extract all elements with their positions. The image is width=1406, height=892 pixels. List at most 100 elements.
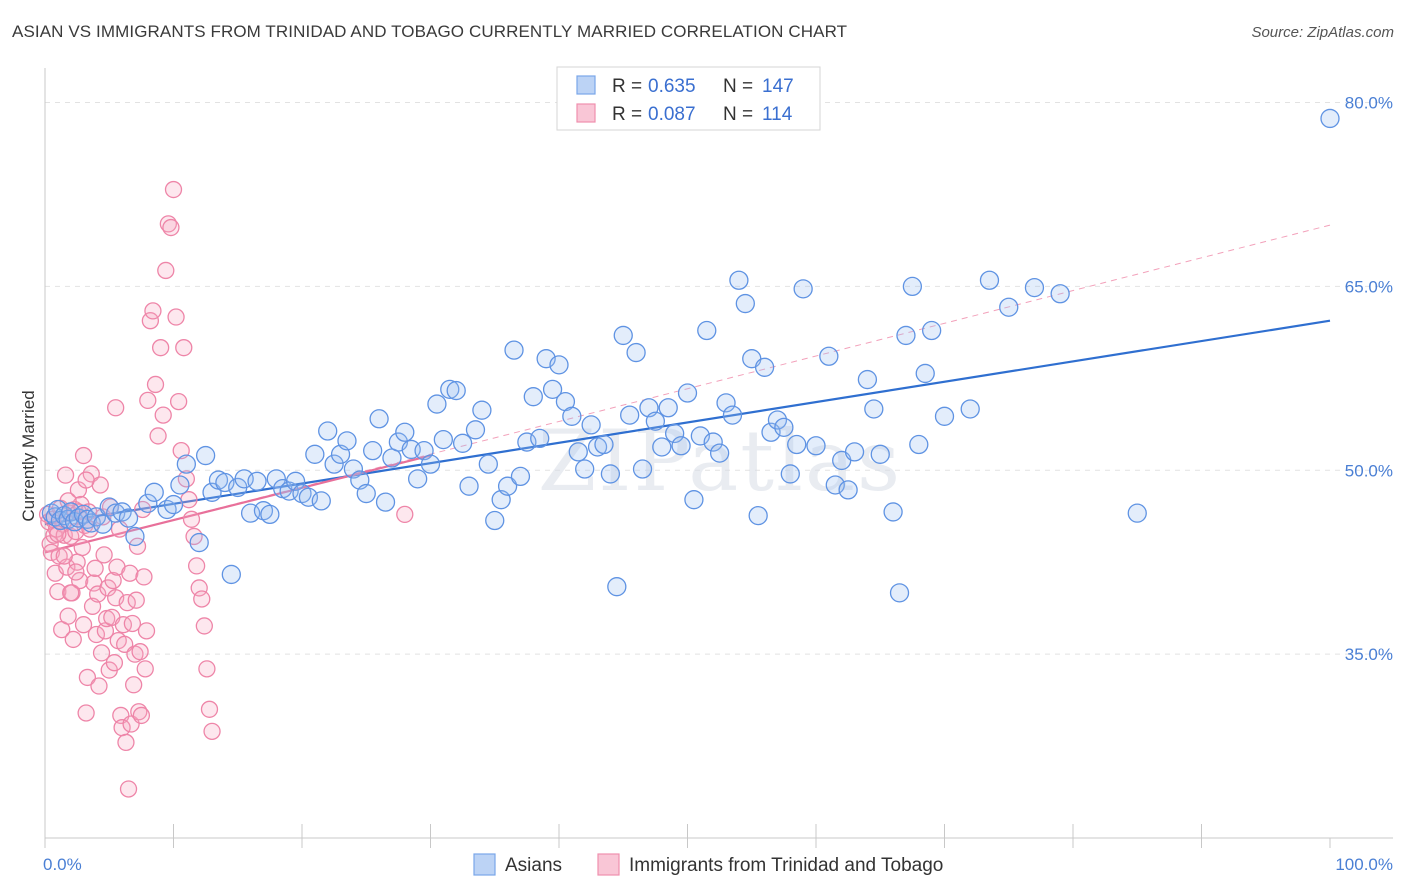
trinidad-point-89 xyxy=(167,308,185,326)
asian-point-26 xyxy=(195,445,216,466)
trinidad-point-79 xyxy=(141,312,160,330)
asian-point-24 xyxy=(176,454,197,474)
asian-point-124 xyxy=(838,480,858,500)
trinidad-point-102 xyxy=(200,700,219,718)
trinidad-point-100 xyxy=(195,617,213,635)
x-tick-label-1: 100.0% xyxy=(1335,855,1393,874)
trinidad-point-88 xyxy=(164,180,183,199)
trinidad-point-15 xyxy=(58,558,76,576)
trinidad-point-108 xyxy=(67,563,85,581)
asian-point-91 xyxy=(613,325,633,346)
asian-point-67 xyxy=(459,476,479,496)
legend-n-value-2: 114 xyxy=(762,104,793,125)
asian-point-27 xyxy=(202,482,222,502)
asian-point-107 xyxy=(716,393,736,413)
asian-point-37 xyxy=(266,469,286,489)
x-tick-label-0: 0.0% xyxy=(43,855,82,874)
trinidad-point-27 xyxy=(73,538,91,557)
asian-point-118 xyxy=(787,434,807,455)
asian-point-142 xyxy=(1127,503,1147,523)
trinidad-point-72 xyxy=(131,643,149,661)
trinidad-point-90 xyxy=(169,392,188,411)
asian-point-97 xyxy=(652,437,672,457)
legend-r-label-2: R = xyxy=(612,104,642,125)
asian-point-99 xyxy=(665,423,685,444)
trinidad-point-67 xyxy=(125,676,143,694)
asian-point-108 xyxy=(722,405,743,425)
trinidad-point-25 xyxy=(71,571,89,590)
asian-point-139 xyxy=(999,297,1019,317)
asian-point-137 xyxy=(960,399,980,419)
asian-point-105 xyxy=(703,432,723,452)
asian-point-78 xyxy=(530,428,550,449)
asian-point-46 xyxy=(324,454,344,474)
asian-point-63 xyxy=(433,429,454,450)
asian-bottom-swatch xyxy=(473,853,496,876)
asian-point-25 xyxy=(189,532,209,553)
asian-point-34 xyxy=(247,471,267,491)
asian-point-75 xyxy=(510,466,531,487)
trinidad-point-42 xyxy=(92,644,111,662)
asian-point-66 xyxy=(452,433,473,453)
asian-point-52 xyxy=(363,440,383,461)
trinidad-point-94 xyxy=(180,491,198,509)
trinidad-point-81 xyxy=(146,375,165,394)
asian-point-110 xyxy=(735,293,755,314)
asian-point-51 xyxy=(356,483,376,504)
trinidad-point-78 xyxy=(139,391,157,410)
legend-r-value-2: 0.087 xyxy=(648,104,696,125)
asian-point-106 xyxy=(709,443,730,463)
asian-point-128 xyxy=(870,444,890,464)
asian-point-94 xyxy=(632,459,653,479)
asian-point-61 xyxy=(420,454,441,474)
asian-point-140 xyxy=(1024,277,1045,298)
asian-point-74 xyxy=(504,340,524,360)
grid-lines xyxy=(45,102,1393,655)
asian-point-77 xyxy=(523,387,543,407)
legend-r-label-1: R = xyxy=(612,76,642,97)
trinidad-point-51 xyxy=(104,571,122,590)
trinidad-point-39 xyxy=(89,585,107,603)
asian-point-90 xyxy=(607,577,627,597)
trinidad-point-69 xyxy=(127,591,145,609)
asian-point-115 xyxy=(767,410,788,430)
asian-point-129 xyxy=(883,502,903,522)
asian-point-117 xyxy=(780,464,800,484)
trinidad-point-110 xyxy=(55,547,73,565)
asian-point-86 xyxy=(581,415,601,435)
asian-point-126 xyxy=(857,369,878,390)
y-tick-label-3: 80.0% xyxy=(1345,94,1393,113)
asian-point-131 xyxy=(896,325,916,346)
asian-point-68 xyxy=(465,420,486,440)
asian-point-136 xyxy=(934,406,955,426)
asian-point-138 xyxy=(979,270,1000,290)
trinidad-bottom-swatch xyxy=(597,853,620,876)
asian-point-53 xyxy=(369,409,389,429)
asian-point-17 xyxy=(118,508,139,528)
trinidad-point-20 xyxy=(64,630,82,649)
trinidad-point-30 xyxy=(77,704,95,722)
asian-point-73 xyxy=(497,476,518,496)
trinidad-point-80 xyxy=(144,302,162,320)
asian-point-92 xyxy=(620,405,640,425)
asian-point-30 xyxy=(221,564,241,585)
trinidad-point-64 xyxy=(121,564,139,582)
y-tick-label-0: 35.0% xyxy=(1345,645,1393,664)
trinidad-legend-label: Immigrants from Trinidad and Tobago xyxy=(629,855,943,876)
trinidad-point-73 xyxy=(132,706,151,725)
asian-point-130 xyxy=(889,583,910,603)
asian-point-70 xyxy=(478,454,498,474)
trinidad-point-85 xyxy=(157,261,175,280)
asian-point-132 xyxy=(902,276,923,297)
series-legend: Asians Immigrants from Trinidad and Toba… xyxy=(473,853,943,876)
asian-point-43 xyxy=(305,444,325,464)
asian-point-98 xyxy=(658,398,678,418)
asian-point-93 xyxy=(626,342,646,363)
asian-point-135 xyxy=(922,320,942,341)
asian-point-81 xyxy=(549,355,569,375)
asian-point-143 xyxy=(1320,108,1340,129)
trinidad-point-99 xyxy=(193,590,211,608)
trinidad-legend-swatch xyxy=(576,103,596,123)
trinidad-point-37 xyxy=(86,559,104,577)
asian-point-116 xyxy=(774,417,794,438)
